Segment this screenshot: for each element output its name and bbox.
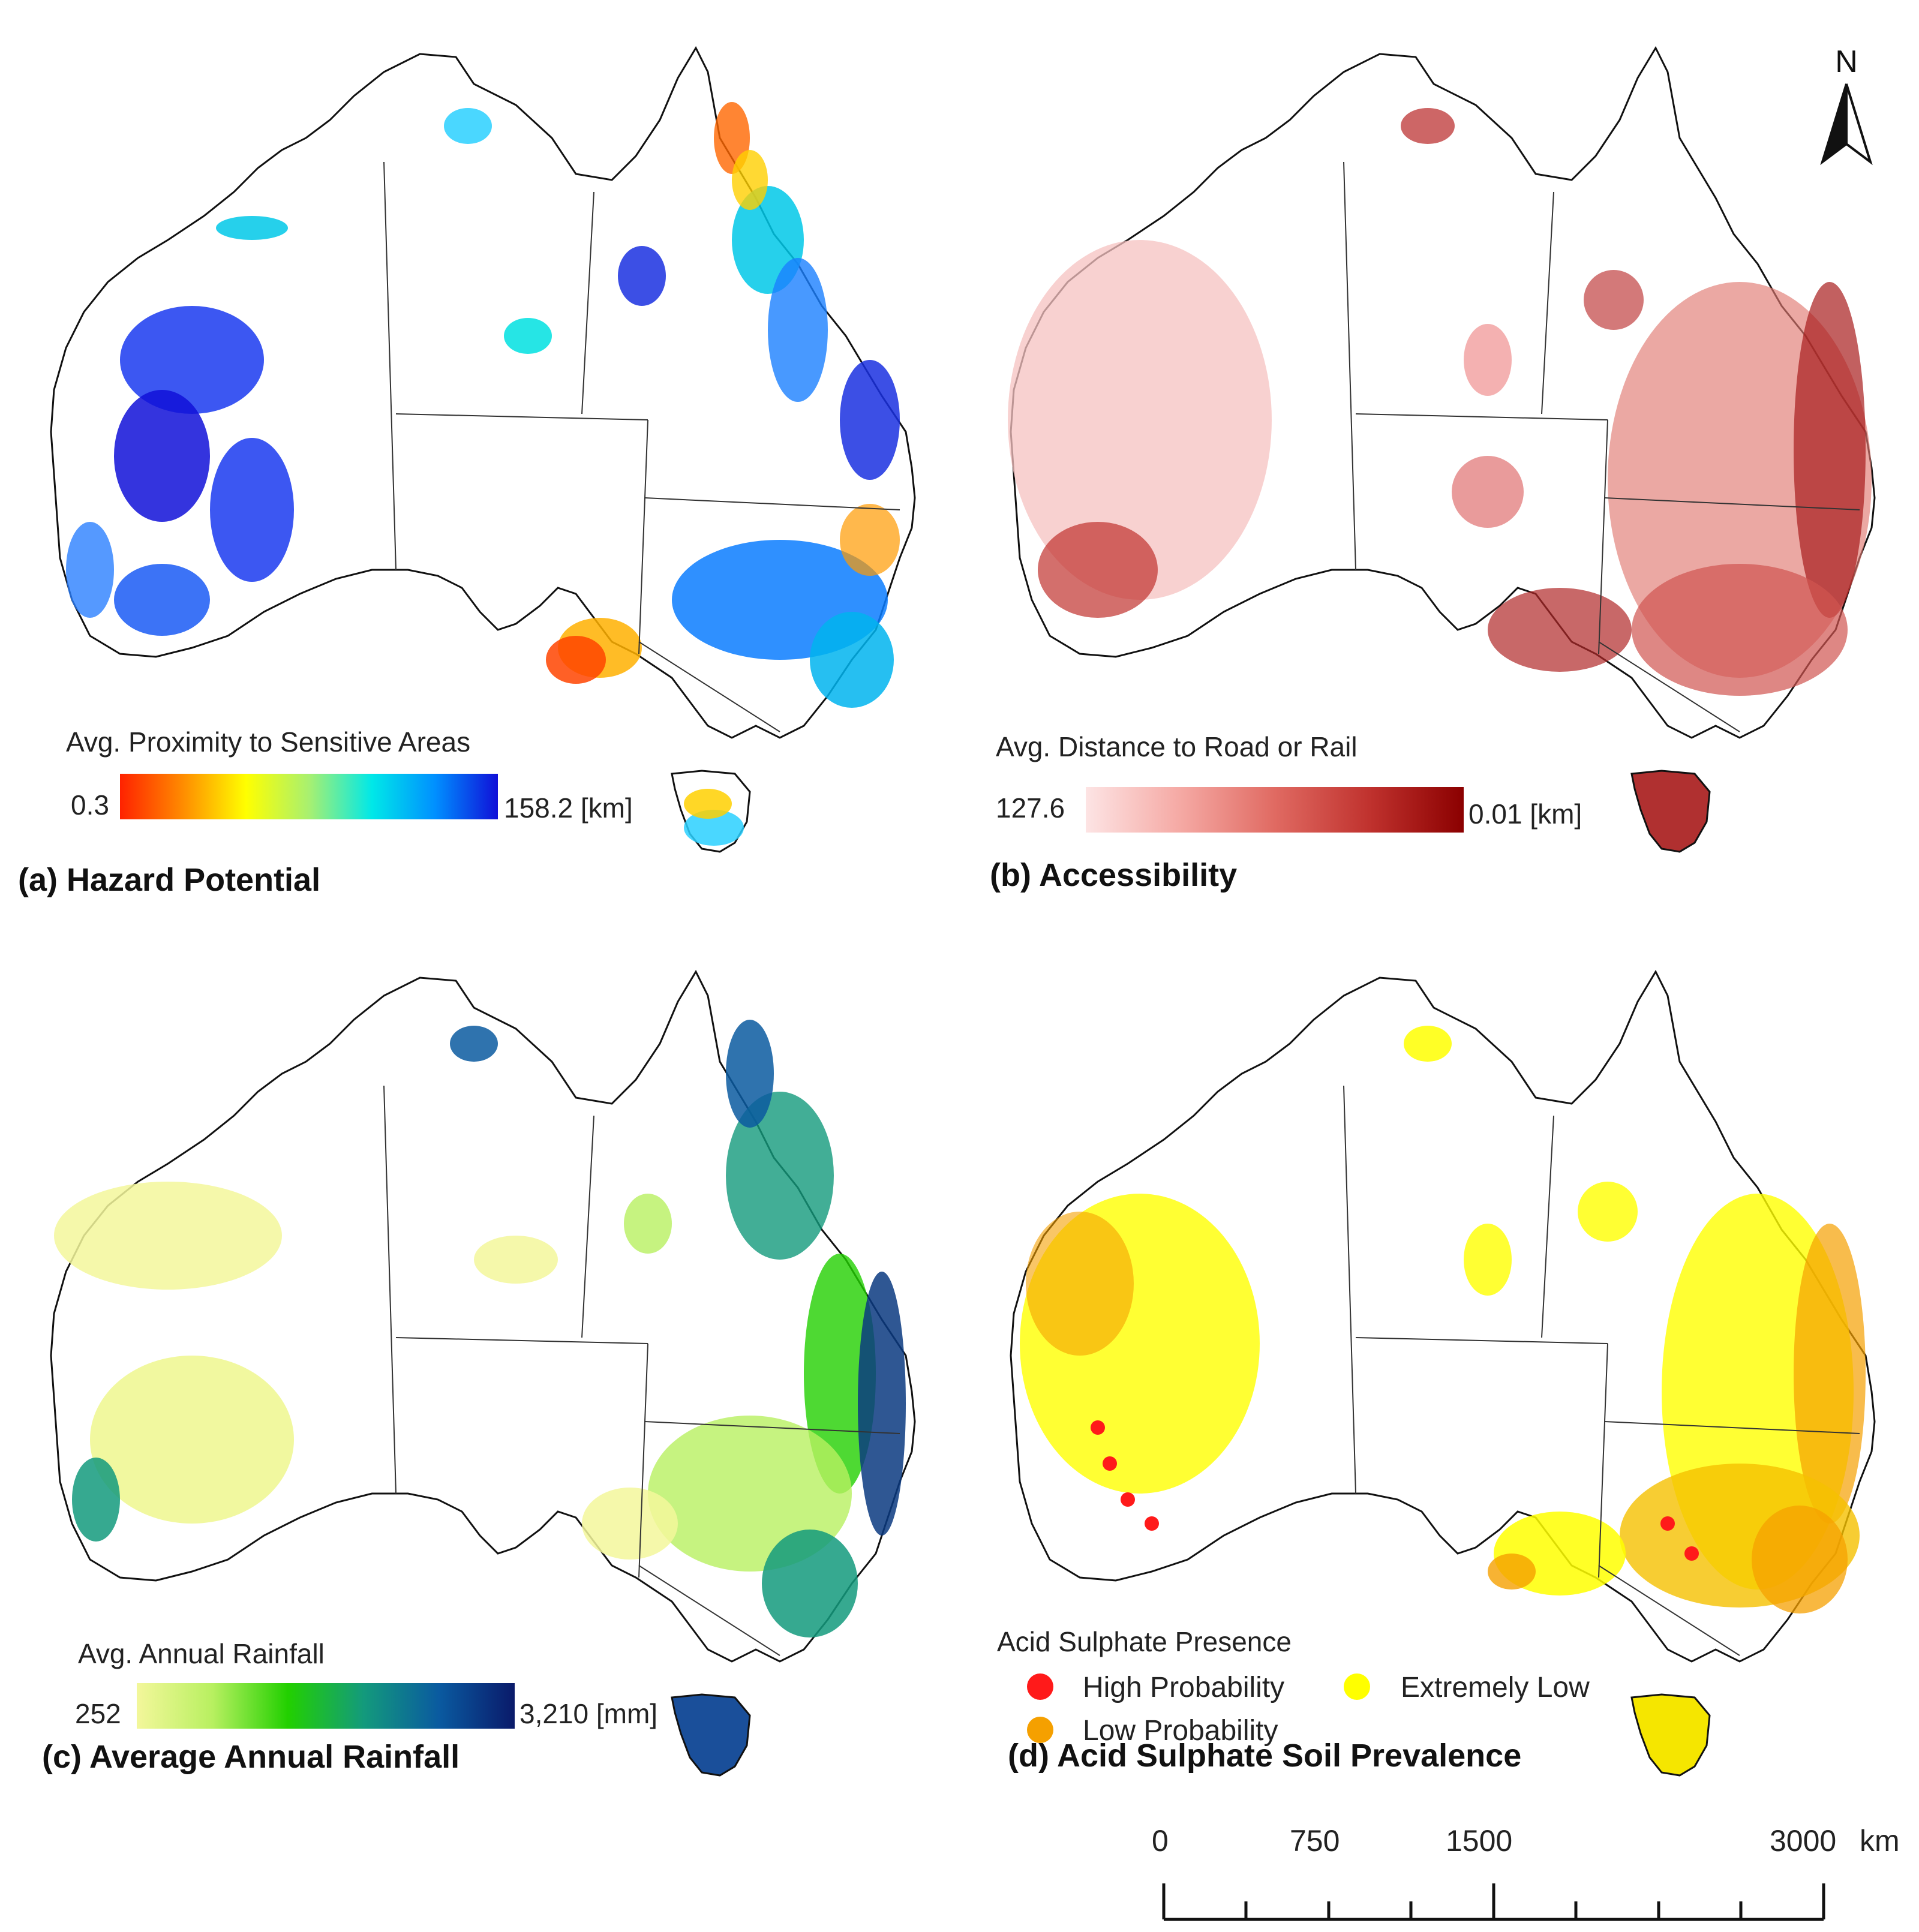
panel-average-annual-rainfall: Avg. Annual Rainfall 252 3,210 [mm] (c) … xyxy=(0,924,959,1835)
legend-color-ramp xyxy=(1086,787,1464,833)
legend-min-label: 0.3 xyxy=(71,789,109,821)
scale-unit: km xyxy=(1860,1824,1900,1858)
panel-hazard-potential: Avg. Proximity to Sensitive Areas 0.3 15… xyxy=(0,0,959,912)
legend-swatch-low xyxy=(1027,1717,1053,1743)
legend-max-label: 3,210 [mm] xyxy=(519,1698,658,1729)
north-arrow-icon: N xyxy=(1820,44,1873,166)
scale-tick-label: 0 xyxy=(1152,1824,1169,1858)
scale-tick-label: 3000 xyxy=(1770,1824,1837,1858)
map-data-points xyxy=(1008,108,1872,696)
scale-bar: 0 750 1500 3000 km xyxy=(1140,1823,1908,1925)
map-accessibility xyxy=(1008,47,1876,853)
scale-tick-label: 1500 xyxy=(1446,1824,1513,1858)
panel-label: (c) Average Annual Rainfall xyxy=(42,1739,460,1775)
scale-bar-graphic xyxy=(1162,1883,1825,1921)
legend-item-high: High Probability xyxy=(1083,1672,1285,1703)
legend-max-label: 0.01 [km] xyxy=(1468,798,1582,830)
legend-title: Avg. Annual Rainfall xyxy=(78,1638,325,1669)
panel-label: (a) Hazard Potential xyxy=(18,862,321,898)
map-data-points xyxy=(54,1020,906,1637)
panel-accessibility: Avg. Distance to Road or Rail 127.6 0.01… xyxy=(960,0,1919,912)
map-data-points xyxy=(66,102,900,846)
legend-min-label: 127.6 xyxy=(996,792,1065,824)
legend-item-extremely-low: Extremely Low xyxy=(1401,1672,1590,1703)
legend-swatch-high xyxy=(1027,1673,1053,1700)
map-rainfall xyxy=(50,970,916,1777)
scale-tick-label: 750 xyxy=(1290,1824,1340,1858)
legend-max-label: 158.2 [km] xyxy=(504,792,633,824)
panel-label: (d) Acid Sulphate Soil Prevalence xyxy=(1008,1738,1522,1774)
legend-title: Avg. Proximity to Sensitive Areas xyxy=(66,726,471,758)
map-hazard-potential xyxy=(50,47,916,853)
legend-title: Avg. Distance to Road or Rail xyxy=(996,731,1358,762)
north-label: N xyxy=(1835,44,1858,79)
legend-color-ramp xyxy=(120,774,498,819)
panel-acid-sulphate-soil-prevalence: Acid Sulphate Presence High Probability … xyxy=(960,924,1919,1835)
map-acid-sulphate xyxy=(1010,970,1876,1777)
legend-swatch-extremely-low xyxy=(1344,1673,1370,1700)
legend-title: Acid Sulphate Presence xyxy=(997,1626,1292,1657)
map-data-points xyxy=(1020,1026,1866,1613)
legend-color-ramp xyxy=(137,1683,515,1729)
legend-min-label: 252 xyxy=(75,1698,121,1729)
legend-item-low: Low Probability xyxy=(1083,1715,1278,1747)
panel-label: (b) Accessibility xyxy=(990,857,1238,893)
